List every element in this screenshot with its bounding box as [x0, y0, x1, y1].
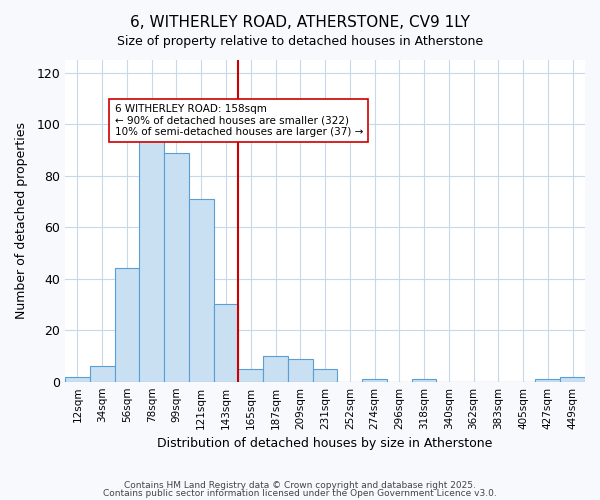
Bar	[139, 137, 164, 382]
Bar	[164, 152, 189, 382]
X-axis label: Distribution of detached houses by size in Atherstone: Distribution of detached houses by size …	[157, 437, 493, 450]
Bar	[214, 304, 238, 382]
Text: 6 WITHERLEY ROAD: 158sqm
← 90% of detached houses are smaller (322)
10% of semi-: 6 WITHERLEY ROAD: 158sqm ← 90% of detach…	[115, 104, 363, 137]
Bar	[412, 379, 436, 382]
Bar	[535, 379, 560, 382]
Bar	[90, 366, 115, 382]
Bar	[65, 376, 90, 382]
Bar	[238, 369, 263, 382]
Text: Size of property relative to detached houses in Atherstone: Size of property relative to detached ho…	[117, 35, 483, 48]
Bar	[288, 358, 313, 382]
Bar	[115, 268, 139, 382]
Bar	[263, 356, 288, 382]
Text: Contains HM Land Registry data © Crown copyright and database right 2025.: Contains HM Land Registry data © Crown c…	[124, 481, 476, 490]
Y-axis label: Number of detached properties: Number of detached properties	[15, 122, 28, 320]
Bar	[313, 369, 337, 382]
Bar	[362, 379, 387, 382]
Text: Contains public sector information licensed under the Open Government Licence v3: Contains public sector information licen…	[103, 488, 497, 498]
Text: 6, WITHERLEY ROAD, ATHERSTONE, CV9 1LY: 6, WITHERLEY ROAD, ATHERSTONE, CV9 1LY	[130, 15, 470, 30]
Bar	[560, 376, 585, 382]
Bar	[189, 199, 214, 382]
